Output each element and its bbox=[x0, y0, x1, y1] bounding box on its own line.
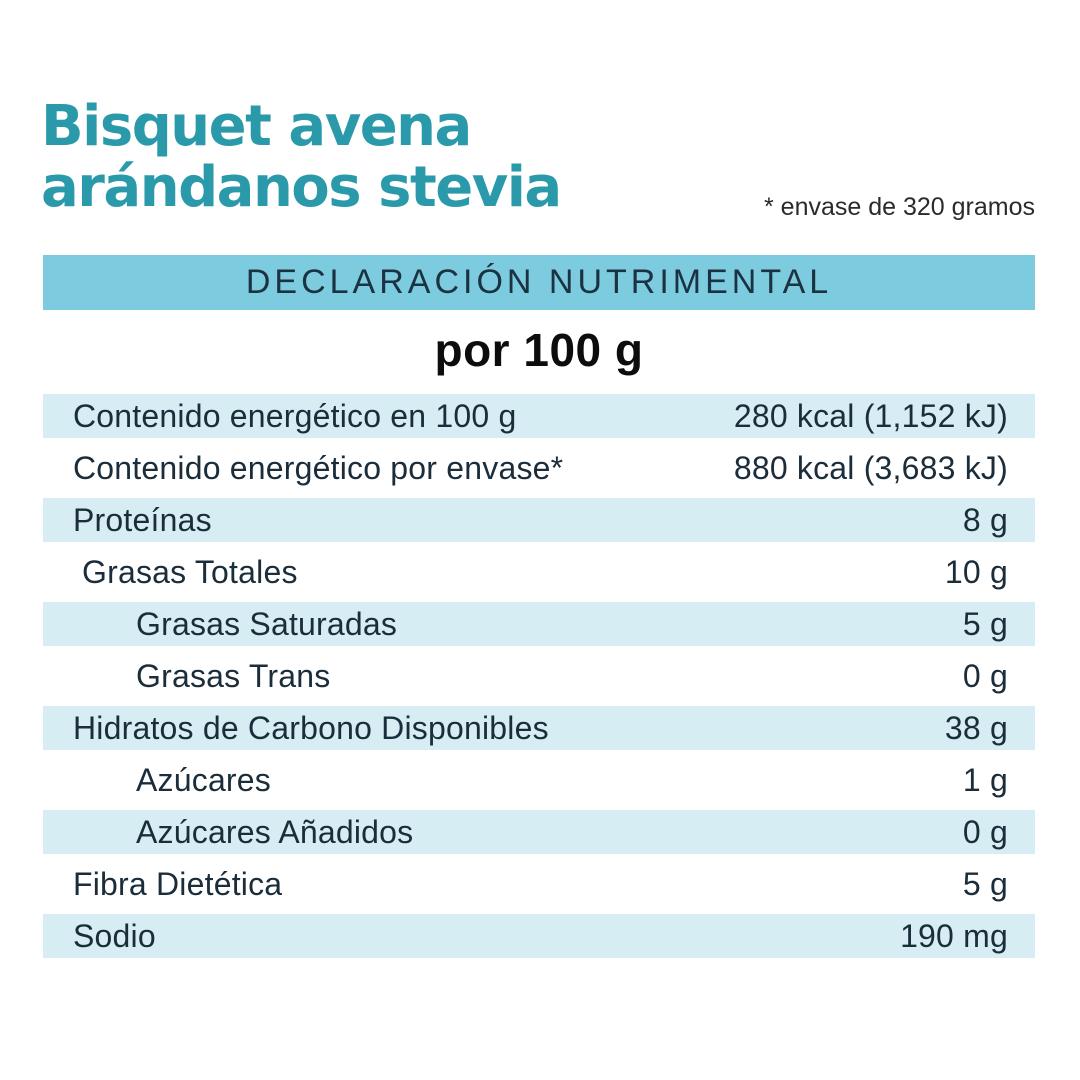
row-label: Grasas Trans bbox=[136, 657, 331, 694]
product-title: Bisquet avena arándanos stevia bbox=[41, 94, 562, 220]
row-value: 5 g bbox=[962, 605, 1008, 642]
table-header-bar: DECLARACIÓN NUTRIMENTAL bbox=[43, 255, 1035, 310]
table-row: Sodio 190 mg bbox=[43, 910, 1035, 962]
table-row: Proteínas 8 g bbox=[43, 494, 1035, 546]
row-label: Contenido energético en 100 g bbox=[73, 397, 517, 434]
row-value: 38 g bbox=[944, 709, 1008, 746]
row-label: Grasas Totales bbox=[82, 553, 298, 590]
table-row: Azúcares Añadidos 0 g bbox=[43, 806, 1035, 858]
row-label: Sodio bbox=[73, 917, 156, 954]
table-subheader: por 100 g bbox=[43, 310, 1035, 390]
table-rows: Contenido energético en 100 g 280 kcal (… bbox=[43, 390, 1035, 962]
row-label: Fibra Dietética bbox=[73, 865, 283, 902]
product-title-line1: Bisquet avena bbox=[41, 94, 472, 159]
product-title-line2: arándanos stevia bbox=[41, 155, 562, 220]
table-row: Grasas Saturadas 5 g bbox=[43, 598, 1035, 650]
table-header-text: DECLARACIÓN NUTRIMENTAL bbox=[245, 263, 833, 301]
table-row: Fibra Dietética 5 g bbox=[43, 858, 1035, 910]
table-row: Contenido energético en 100 g 280 kcal (… bbox=[43, 390, 1035, 442]
row-value: 8 g bbox=[962, 501, 1008, 538]
table-row: Grasas Totales 10 g bbox=[43, 546, 1035, 598]
row-value: 5 g bbox=[962, 865, 1008, 902]
row-value: 190 mg bbox=[900, 917, 1008, 954]
per-100g-text: por 100 g bbox=[434, 324, 644, 376]
row-value: 0 g bbox=[962, 813, 1008, 850]
table-row: Grasas Trans 0 g bbox=[43, 650, 1035, 702]
row-label: Contenido energético por envase* bbox=[73, 449, 564, 486]
nutrition-table: DECLARACIÓN NUTRIMENTAL por 100 g Conten… bbox=[43, 255, 1035, 962]
row-label: Azúcares Añadidos bbox=[136, 813, 414, 850]
row-label: Grasas Saturadas bbox=[136, 605, 398, 642]
row-value: 0 g bbox=[962, 657, 1008, 694]
row-value: 280 kcal (1,152 kJ) bbox=[733, 397, 1008, 434]
table-row: Contenido energético por envase* 880 kca… bbox=[43, 442, 1035, 494]
package-size-note: * envase de 320 gramos bbox=[763, 193, 1035, 221]
row-label: Azúcares bbox=[136, 761, 271, 798]
row-label: Proteínas bbox=[73, 501, 212, 538]
row-value: 880 kcal (3,683 kJ) bbox=[733, 449, 1008, 486]
table-row: Azúcares 1 g bbox=[43, 754, 1035, 806]
row-label: Hidratos de Carbono Disponibles bbox=[73, 709, 549, 746]
table-row: Hidratos de Carbono Disponibles 38 g bbox=[43, 702, 1035, 754]
label-header-section: Bisquet avena arándanos stevia * envase … bbox=[0, 0, 1080, 255]
row-value: 1 g bbox=[962, 761, 1008, 798]
row-value: 10 g bbox=[944, 553, 1008, 590]
